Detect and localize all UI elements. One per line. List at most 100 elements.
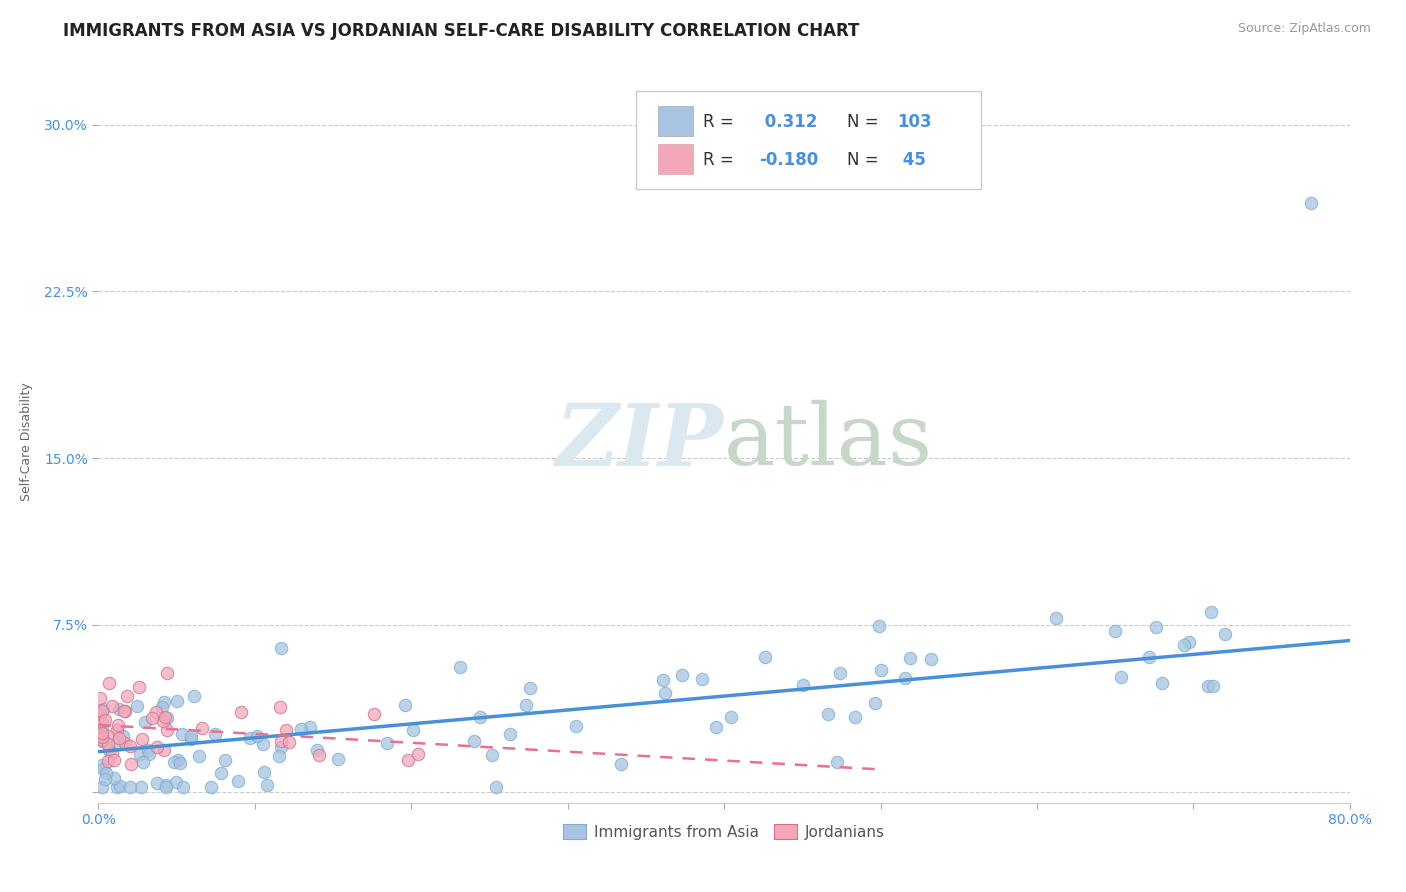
Point — [97, 738, 120, 752]
Point — [105, 735, 128, 749]
Point — [214, 753, 236, 767]
Point — [162, 755, 184, 769]
Point — [1109, 670, 1132, 684]
Point — [180, 729, 202, 743]
Point — [468, 710, 491, 724]
Point — [610, 757, 633, 772]
Point — [152, 695, 174, 709]
Point — [1152, 675, 1174, 690]
Text: 45: 45 — [897, 151, 925, 169]
Point — [93, 713, 115, 727]
Point — [565, 718, 588, 732]
Point — [129, 747, 152, 761]
Point — [463, 734, 485, 748]
Point — [1197, 679, 1219, 693]
Point — [89, 691, 111, 706]
Point — [1213, 627, 1236, 641]
Point — [90, 721, 112, 735]
Point — [671, 668, 693, 682]
Point — [155, 780, 177, 795]
Point — [141, 711, 163, 725]
Point — [91, 704, 114, 718]
Point — [690, 672, 713, 686]
Text: 0.312: 0.312 — [759, 112, 817, 131]
Point — [187, 749, 209, 764]
Point — [239, 731, 262, 745]
Point — [136, 742, 159, 756]
Point — [406, 747, 429, 762]
Point — [93, 772, 115, 787]
Point — [152, 714, 174, 728]
Point — [155, 779, 177, 793]
Point — [98, 742, 121, 756]
Point — [1104, 624, 1126, 638]
Point — [269, 748, 291, 763]
Point — [134, 715, 156, 730]
Point — [146, 776, 169, 790]
Point — [1299, 195, 1322, 210]
Point — [401, 723, 423, 737]
Point — [299, 720, 322, 734]
Point — [117, 689, 139, 703]
Point — [209, 765, 232, 780]
Point — [101, 746, 124, 760]
Point — [167, 753, 190, 767]
Point — [290, 722, 312, 736]
Point — [485, 780, 508, 795]
Point — [108, 731, 131, 746]
Point — [118, 780, 141, 795]
Point — [153, 710, 176, 724]
Point — [183, 689, 205, 703]
Point — [817, 706, 839, 721]
Point — [1177, 635, 1199, 649]
Point — [180, 732, 202, 747]
Text: -0.180: -0.180 — [759, 151, 818, 169]
Text: atlas: atlas — [724, 400, 934, 483]
Point — [253, 764, 276, 779]
Point — [91, 702, 114, 716]
Point — [844, 710, 866, 724]
Point — [1139, 650, 1161, 665]
Point — [792, 678, 814, 692]
Text: R =: R = — [703, 151, 738, 169]
Text: N =: N = — [846, 112, 883, 131]
Point — [200, 780, 222, 795]
Point — [226, 774, 249, 789]
Point — [269, 699, 291, 714]
Point — [105, 780, 128, 795]
Point — [654, 686, 676, 700]
Point — [156, 711, 179, 725]
Point — [97, 676, 120, 690]
Point — [90, 757, 112, 772]
FancyBboxPatch shape — [637, 91, 980, 189]
Point — [89, 730, 111, 744]
Point — [107, 718, 129, 732]
Point — [394, 698, 416, 713]
Point — [1202, 679, 1225, 693]
Point — [152, 699, 174, 714]
Point — [145, 705, 167, 719]
Point — [105, 723, 128, 737]
Point — [91, 732, 114, 747]
Point — [89, 706, 111, 721]
Point — [90, 730, 112, 744]
Point — [128, 680, 150, 694]
Bar — [658, 105, 693, 136]
Point — [270, 739, 292, 754]
Point — [1144, 619, 1167, 633]
Point — [114, 736, 136, 750]
Legend: Immigrants from Asia, Jordanians: Immigrants from Asia, Jordanians — [557, 818, 891, 846]
Point — [1173, 638, 1195, 652]
Point — [863, 697, 886, 711]
Point — [894, 671, 917, 685]
Point — [118, 739, 141, 753]
Text: ZIP: ZIP — [557, 400, 724, 483]
Point — [101, 698, 124, 713]
Point — [363, 706, 385, 721]
Point — [270, 733, 292, 747]
Text: IMMIGRANTS FROM ASIA VS JORDANIAN SELF-CARE DISABILITY CORRELATION CHART: IMMIGRANTS FROM ASIA VS JORDANIAN SELF-C… — [63, 22, 859, 40]
Point — [651, 673, 673, 688]
Point — [326, 752, 349, 766]
Text: N =: N = — [846, 151, 883, 169]
Bar — [658, 144, 693, 174]
